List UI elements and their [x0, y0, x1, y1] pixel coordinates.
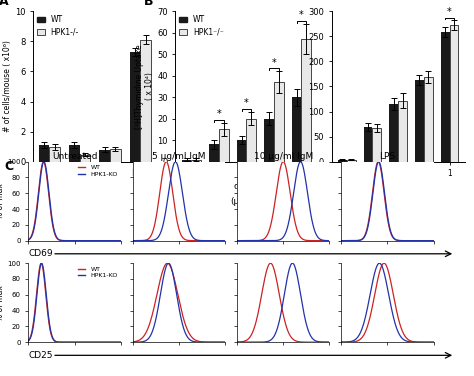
Legend: WT, HPK1-KO: WT, HPK1-KO: [78, 266, 118, 278]
Bar: [191, 159, 201, 162]
Y-axis label: [³H]Thymidine Uptake
( x 10⁴): [³H]Thymidine Uptake ( x 10⁴): [135, 44, 155, 129]
Text: C: C: [5, 160, 14, 173]
Bar: [398, 100, 407, 162]
Bar: [129, 52, 140, 162]
Bar: [80, 155, 90, 162]
Y-axis label: % of max: % of max: [0, 183, 5, 219]
Bar: [338, 160, 347, 162]
Text: (μg/ml): (μg/ml): [382, 197, 415, 206]
Bar: [364, 127, 373, 162]
Bar: [274, 82, 283, 162]
Text: (μg/ml): (μg/ml): [230, 197, 263, 206]
Text: *: *: [272, 58, 276, 68]
Title: Untreated: Untreated: [52, 152, 97, 161]
Bar: [110, 149, 120, 162]
Bar: [210, 144, 219, 162]
Text: CD25: CD25: [28, 351, 53, 360]
Bar: [49, 147, 60, 162]
Text: *: *: [217, 109, 221, 119]
Bar: [415, 80, 424, 162]
Text: LPS: LPS: [308, 174, 324, 183]
Bar: [292, 97, 301, 162]
Bar: [449, 25, 458, 162]
Bar: [389, 104, 398, 162]
Text: *: *: [447, 7, 452, 17]
Y-axis label: # of cells/mouse ( x10⁶): # of cells/mouse ( x10⁶): [3, 41, 12, 132]
Text: *: *: [244, 99, 249, 108]
Bar: [301, 39, 311, 162]
Bar: [264, 119, 274, 162]
Text: α-IgM: α-IgM: [234, 182, 259, 191]
Bar: [237, 140, 246, 162]
Text: CD69: CD69: [28, 249, 53, 258]
Bar: [39, 145, 49, 162]
Legend: WT, HPK1⁻/⁻: WT, HPK1⁻/⁻: [179, 15, 224, 37]
Legend: WT, HPK1-/-: WT, HPK1-/-: [37, 15, 79, 37]
Y-axis label: % of max: % of max: [0, 285, 5, 321]
Text: B: B: [144, 0, 154, 8]
Bar: [219, 129, 228, 162]
Title: 10 μg/ml IgM: 10 μg/ml IgM: [254, 152, 313, 161]
Title: LPS: LPS: [379, 152, 396, 161]
Bar: [347, 160, 356, 162]
Bar: [440, 32, 449, 162]
Bar: [246, 119, 256, 162]
Legend: WT, HPK1-KO: WT, HPK1-KO: [78, 165, 118, 177]
Text: *: *: [299, 10, 304, 20]
Bar: [373, 128, 382, 162]
Text: A: A: [0, 0, 9, 8]
Bar: [69, 145, 80, 162]
Title: 5 μg/ml IgM: 5 μg/ml IgM: [152, 152, 206, 161]
Bar: [182, 159, 191, 162]
Bar: [140, 40, 151, 162]
Text: LPS: LPS: [390, 182, 406, 191]
Bar: [100, 150, 110, 162]
Bar: [424, 77, 433, 162]
